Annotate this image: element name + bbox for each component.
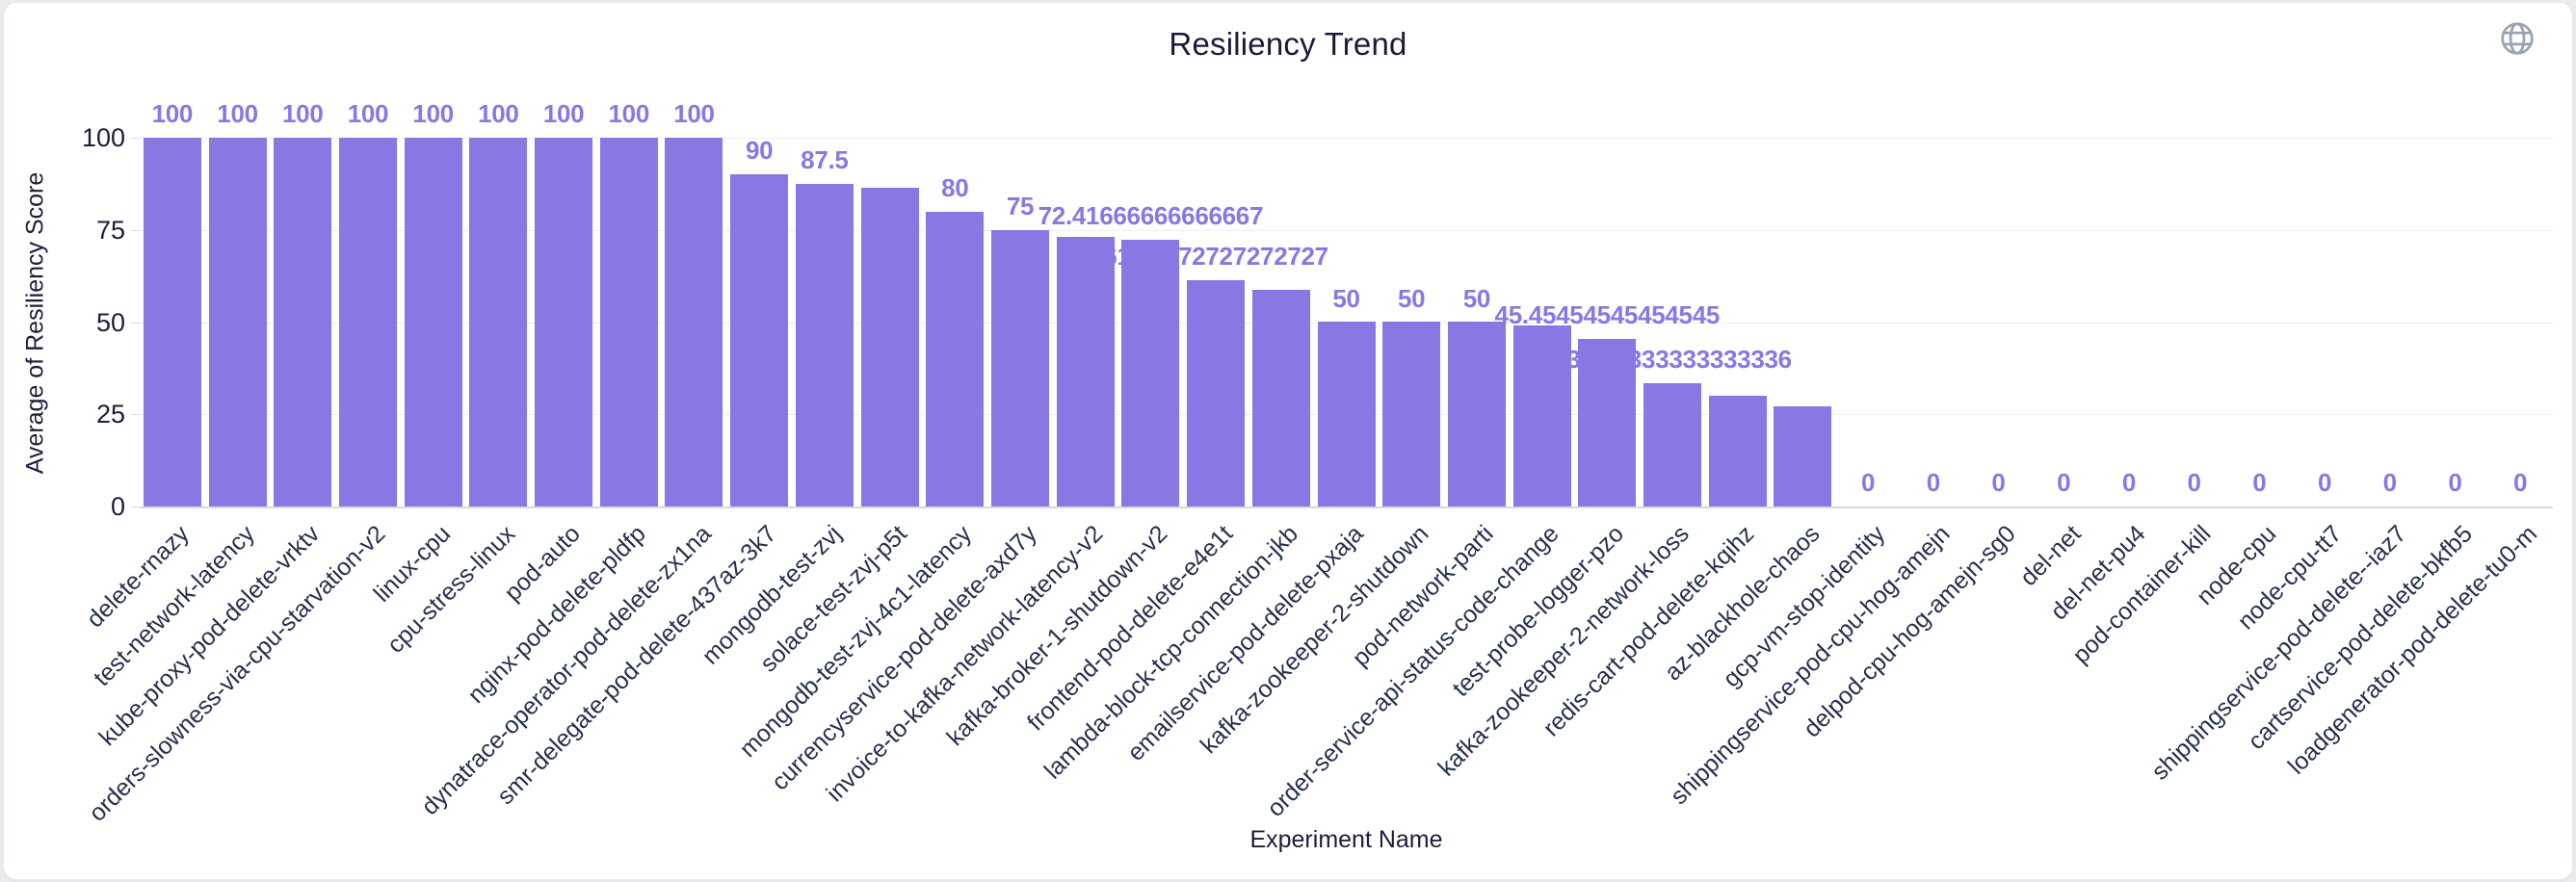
bar[interactable] bbox=[1774, 406, 1832, 506]
bar-value-label: 72.41666666666667 bbox=[1038, 200, 1264, 230]
gridline bbox=[140, 138, 2553, 139]
bar-value-label: 87.5 bbox=[801, 144, 849, 174]
bar[interactable] bbox=[404, 138, 462, 506]
bar-value-label: 0 bbox=[1926, 468, 1940, 497]
bar-value-label: 0 bbox=[2252, 468, 2267, 497]
x-axis-line bbox=[140, 506, 2553, 508]
bar-value-label: 100 bbox=[478, 99, 519, 128]
y-axis-tick-mark bbox=[131, 506, 140, 507]
bar[interactable] bbox=[860, 188, 919, 506]
y-axis-tick-label: 25 bbox=[95, 400, 125, 429]
bar[interactable] bbox=[990, 230, 1049, 506]
y-axis-tick-label: 75 bbox=[95, 215, 125, 245]
y-axis-tick-mark bbox=[131, 229, 140, 231]
y-axis-tick-label: 50 bbox=[95, 307, 125, 337]
bar[interactable] bbox=[795, 184, 854, 506]
chart-card: Resiliency Trend 100 75 50 25 0 100 100 100 100 1… bbox=[3, 2, 2573, 880]
bar[interactable] bbox=[1317, 322, 1376, 506]
bar-value-label: 0 bbox=[1991, 468, 2006, 497]
bar-value-label: 0 bbox=[2448, 468, 2462, 497]
bar[interactable] bbox=[599, 138, 658, 506]
y-axis-tick-mark bbox=[131, 322, 140, 324]
bar-value-label: 75 bbox=[1006, 191, 1035, 220]
bar-value-label: 100 bbox=[412, 99, 454, 128]
bar-value-label: 100 bbox=[282, 99, 324, 128]
bar[interactable] bbox=[926, 212, 985, 506]
bar-value-label: 80 bbox=[941, 172, 969, 202]
bar[interactable] bbox=[1512, 325, 1571, 506]
bar-value-label: 100 bbox=[217, 99, 258, 128]
bar[interactable] bbox=[143, 138, 201, 506]
bar-value-label: 100 bbox=[151, 99, 194, 128]
bar[interactable] bbox=[208, 138, 267, 506]
bar[interactable] bbox=[338, 138, 397, 506]
bar-value-label: 0 bbox=[2513, 468, 2528, 497]
bar[interactable] bbox=[1382, 322, 1441, 506]
bar-value-label: 0 bbox=[1861, 468, 1876, 497]
x-axis-title: Experiment Name bbox=[1249, 826, 1443, 853]
bar[interactable] bbox=[1187, 280, 1246, 506]
bar-value-label: 100 bbox=[608, 99, 650, 128]
bar[interactable] bbox=[730, 174, 789, 506]
y-axis-tick-label: 100 bbox=[81, 123, 125, 152]
y-axis-title: Average of Resiliency Score bbox=[21, 171, 49, 475]
chart-title: Resiliency Trend bbox=[1169, 26, 1407, 62]
bar[interactable] bbox=[1056, 237, 1115, 506]
bar-value-label: 100 bbox=[347, 99, 389, 128]
bar-value-label: 50 bbox=[1462, 283, 1491, 313]
bar[interactable] bbox=[535, 138, 593, 506]
y-axis-tick-label: 0 bbox=[110, 492, 125, 521]
bar-value-label: 0 bbox=[2187, 468, 2201, 497]
bar[interactable] bbox=[1578, 339, 1637, 506]
bar-value-label: 100 bbox=[673, 99, 715, 128]
bar[interactable] bbox=[1708, 396, 1767, 506]
bar[interactable] bbox=[665, 138, 723, 506]
bar-value-label: 50 bbox=[1398, 283, 1426, 313]
bar[interactable] bbox=[1447, 322, 1506, 506]
gridline bbox=[140, 229, 2553, 231]
bar-value-label: 90 bbox=[746, 136, 774, 166]
bar-value-label: 100 bbox=[542, 99, 585, 128]
bar-value-label: 50 bbox=[1332, 283, 1360, 313]
bar[interactable] bbox=[274, 138, 332, 506]
bar-value-label: 0 bbox=[2317, 468, 2332, 497]
bar-value-label: 0 bbox=[2121, 468, 2137, 497]
bar-value-label: 0 bbox=[2382, 468, 2397, 497]
bar-value-label: 0 bbox=[2057, 468, 2071, 497]
bar-value-label: 45.45454545454545 bbox=[1494, 299, 1721, 329]
y-axis-tick-mark bbox=[131, 414, 140, 416]
bar[interactable] bbox=[469, 138, 528, 506]
globe-icon[interactable] bbox=[2499, 20, 2536, 57]
plot-area: 100 75 50 25 0 100 100 100 100 100 100 100 100 100 90 8… bbox=[4, 3, 2572, 879]
y-axis-tick-mark bbox=[131, 138, 140, 139]
bar[interactable] bbox=[1643, 383, 1701, 506]
bar[interactable] bbox=[1121, 240, 1180, 506]
bar[interactable] bbox=[1251, 290, 1310, 506]
